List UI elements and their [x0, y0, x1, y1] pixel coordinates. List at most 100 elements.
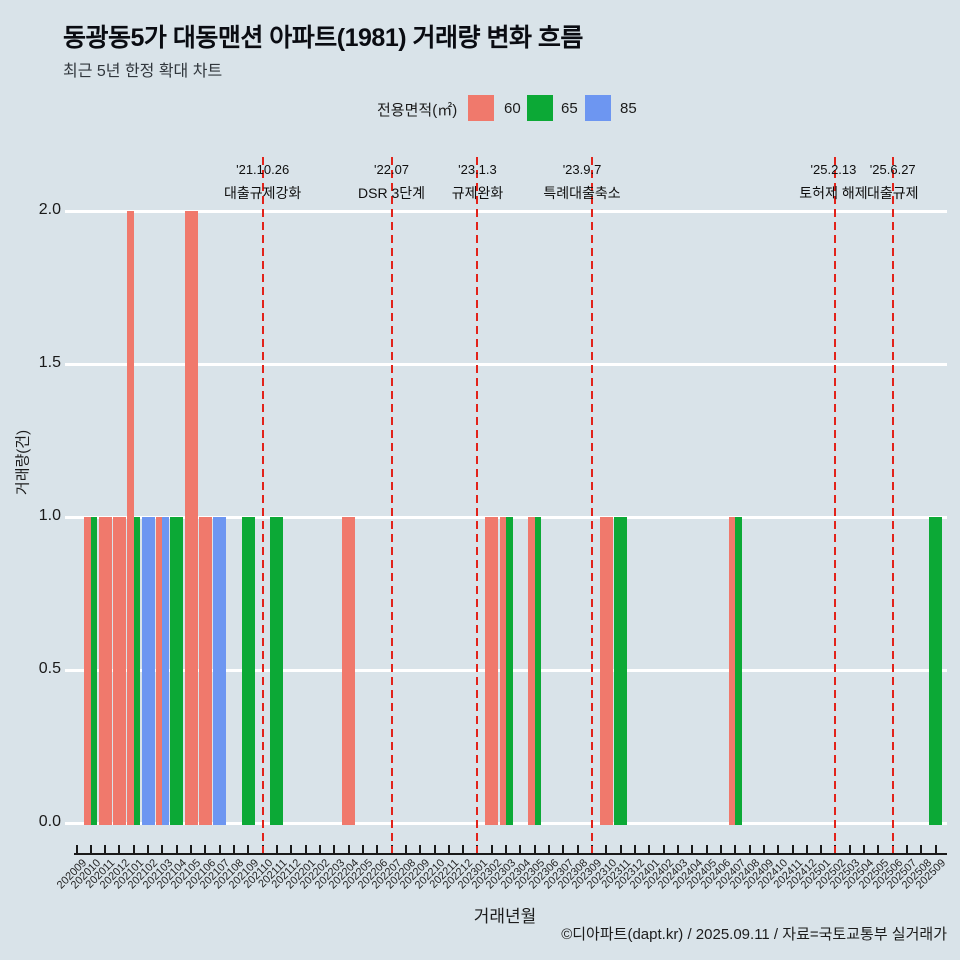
- bar-202107-85: [213, 517, 227, 825]
- bar-202103-85: [162, 517, 169, 825]
- bar-202303-60: [499, 517, 507, 825]
- bar-202310-60: [599, 517, 613, 825]
- annotation-line-202207: [390, 157, 393, 853]
- bar-202101-60: [127, 211, 134, 825]
- x-tick: [691, 845, 694, 853]
- x-tick: [247, 845, 250, 853]
- x-tick: [805, 845, 808, 853]
- y-tick: [65, 515, 76, 519]
- legend-title: 전용면적(㎡): [377, 102, 458, 119]
- x-tick: [175, 845, 178, 853]
- x-tick: [89, 845, 92, 853]
- x-tick: [361, 845, 364, 853]
- y-tick: [65, 668, 76, 672]
- x-tick: [719, 845, 722, 853]
- bar-202111-65: [270, 517, 284, 825]
- x-tick: [906, 845, 909, 853]
- legend-swatch-60: [468, 95, 494, 121]
- annotation-label: 대출규제강화: [224, 185, 302, 201]
- x-tick: [290, 845, 293, 853]
- x-tick: [419, 845, 422, 853]
- y-tick: [65, 362, 76, 366]
- x-tick: [633, 845, 636, 853]
- bar-202407-60: [728, 517, 736, 825]
- annotation-line-202502: [834, 157, 837, 853]
- x-axis-title: 거래년월: [473, 907, 537, 926]
- bar-202106-60: [198, 517, 212, 825]
- y-tick-label: 1.5: [38, 354, 61, 371]
- x-tick: [934, 845, 937, 853]
- gridline-y-2.0: [76, 209, 947, 213]
- annotation-label: 특례대출축소: [543, 185, 621, 201]
- x-tick: [490, 845, 493, 853]
- x-tick: [576, 845, 579, 853]
- annotation-label: 대출규제: [866, 185, 919, 201]
- x-tick: [619, 845, 622, 853]
- bar-202010-60: [84, 517, 91, 825]
- x-tick: [218, 845, 221, 853]
- x-tick: [762, 845, 765, 853]
- x-tick: [233, 845, 236, 853]
- bar-202204-60: [342, 517, 356, 825]
- x-tick: [548, 845, 551, 853]
- bar-202102-85: [141, 517, 155, 825]
- y-tick-label: 0.5: [38, 660, 61, 677]
- x-tick: [147, 845, 150, 853]
- legend-swatch-65: [527, 95, 553, 121]
- footer-credit: ©디아파트(dapt.kr) / 2025.09.11 / 자료=국토교통부 실…: [561, 926, 947, 943]
- x-tick: [519, 845, 522, 853]
- bar-202104-65: [170, 517, 184, 825]
- y-tick-label: 1.0: [38, 507, 61, 524]
- x-tick: [118, 845, 121, 853]
- x-tick: [777, 845, 780, 853]
- x-tick: [447, 845, 450, 853]
- annotation-date: '22.07: [374, 162, 410, 177]
- x-tick: [433, 845, 436, 853]
- bar-202302-60: [485, 517, 499, 825]
- y-tick-label: 0.0: [38, 813, 61, 830]
- x-tick: [161, 845, 164, 853]
- x-tick: [333, 845, 336, 853]
- x-tick: [662, 845, 665, 853]
- bar-202509-65: [929, 517, 943, 825]
- bar-202105-60: [184, 211, 198, 825]
- x-tick: [848, 845, 851, 853]
- x-tick: [104, 845, 107, 853]
- annotation-date: '21.10.26: [236, 162, 290, 177]
- x-tick: [404, 845, 407, 853]
- x-tick: [533, 845, 536, 853]
- annotation-label: DSR 3단계: [358, 185, 426, 201]
- legend-label-65: 65: [561, 100, 578, 117]
- annotation-line-202301: [476, 157, 479, 853]
- x-tick: [648, 845, 651, 853]
- bar-202311-65: [614, 517, 628, 825]
- legend-label-85: 85: [620, 100, 637, 117]
- x-tick: [204, 845, 207, 853]
- y-tick: [65, 821, 76, 825]
- x-tick: [791, 845, 794, 853]
- bar-202305-65: [534, 517, 542, 825]
- x-tick: [462, 845, 465, 853]
- x-tick: [734, 845, 737, 853]
- x-tick: [75, 845, 78, 853]
- legend-swatch-85: [585, 95, 611, 121]
- y-tick: [65, 209, 76, 213]
- annotation-date: '23.9.7: [562, 162, 602, 177]
- annotation-label: 규제완화: [451, 185, 504, 201]
- x-axis-line: [74, 853, 947, 855]
- page-subtitle: 최근 5년 한정 확대 차트: [63, 63, 223, 80]
- x-tick: [605, 845, 608, 853]
- x-tick: [376, 845, 379, 853]
- x-tick: [920, 845, 923, 853]
- bar-202012-60: [112, 517, 126, 825]
- x-tick: [820, 845, 823, 853]
- x-tick: [863, 845, 866, 853]
- bar-202303-65: [506, 517, 513, 825]
- gridline-y-1.5: [76, 362, 947, 366]
- x-tick: [748, 845, 751, 853]
- y-axis-title: 거래량(건): [14, 429, 32, 496]
- annotation-line-202110: [261, 157, 264, 853]
- x-tick: [705, 845, 708, 853]
- x-tick: [318, 845, 321, 853]
